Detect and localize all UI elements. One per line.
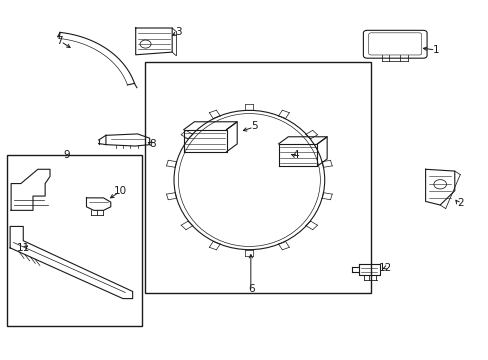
Text: 8: 8 — [148, 139, 155, 149]
Text: 7: 7 — [56, 36, 63, 46]
Text: 1: 1 — [432, 45, 439, 55]
Text: 3: 3 — [175, 27, 182, 37]
Text: 5: 5 — [250, 121, 257, 131]
Text: 4: 4 — [292, 150, 298, 160]
Text: 2: 2 — [457, 198, 463, 208]
Bar — [144, 62, 370, 293]
Bar — [7, 155, 142, 327]
Text: 9: 9 — [63, 150, 70, 160]
Text: 10: 10 — [114, 186, 127, 196]
Text: 12: 12 — [378, 262, 391, 273]
Text: 11: 11 — [17, 243, 30, 253]
Text: 6: 6 — [248, 284, 255, 294]
